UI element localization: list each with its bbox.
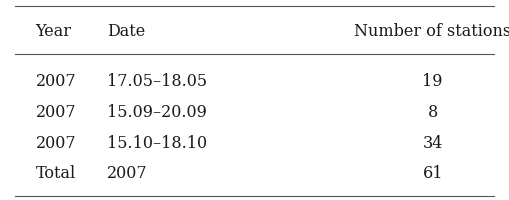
Text: 2007: 2007 [36,72,76,90]
Text: 34: 34 [422,135,443,152]
Text: 19: 19 [422,72,443,90]
Text: Number of stations: Number of stations [354,23,509,40]
Text: 15.09–20.09: 15.09–20.09 [107,104,207,120]
Text: 61: 61 [422,166,443,183]
Text: Total: Total [36,166,76,183]
Text: Date: Date [107,23,145,40]
Text: 2007: 2007 [36,104,76,120]
Text: 8: 8 [428,104,438,120]
Text: Year: Year [36,23,72,40]
Text: 17.05–18.05: 17.05–18.05 [107,72,207,90]
Text: 2007: 2007 [107,166,148,183]
Text: 2007: 2007 [36,135,76,152]
Text: 15.10–18.10: 15.10–18.10 [107,135,207,152]
